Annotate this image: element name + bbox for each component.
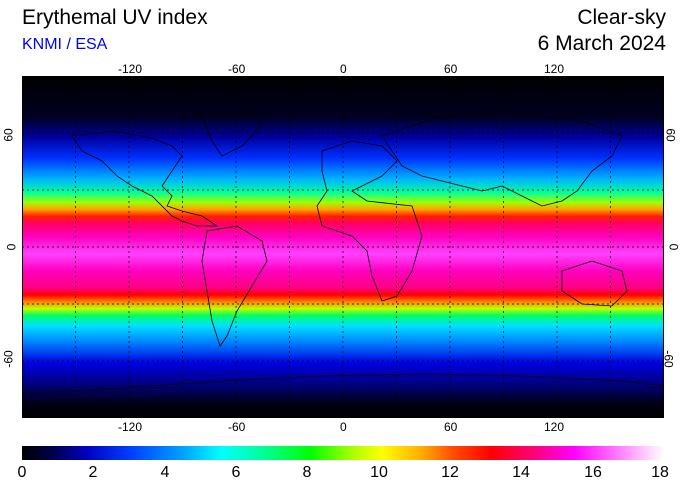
map-frame [22, 76, 664, 418]
europe-africa-coast [316, 140, 423, 302]
uv-index-map [21, 76, 665, 418]
lon-tick-bottom-120: 120 [544, 420, 565, 434]
colorbar-tick-0: 0 [17, 464, 27, 481]
colorbar-tick-6: 6 [231, 464, 241, 481]
colorbar-tick-2: 2 [88, 464, 98, 481]
colorbar-tick-14: 14 [512, 464, 530, 481]
colorbar-tick-8: 8 [302, 464, 312, 481]
greenland-coast [201, 110, 263, 157]
lat-tick-right-60: 60 [663, 128, 678, 142]
lon-tick-top-minus60: -60 [228, 62, 246, 76]
lat-tick-left-60: 60 [1, 128, 16, 142]
date-label: 6 March 2024 [537, 32, 666, 55]
lon-tick-top-minus120: -120 [118, 62, 143, 76]
lon-tick-bottom-minus60: -60 [228, 420, 246, 434]
north-america-coast [71, 130, 219, 227]
south-america-coast [201, 225, 268, 347]
lon-tick-bottom-60: 60 [444, 420, 458, 434]
coastlines [21, 110, 665, 395]
colorbar-tick-12: 12 [441, 464, 459, 481]
antarctica-coast [21, 373, 665, 395]
colorbar-tick-18: 18 [651, 464, 669, 481]
lat-tick-left-minus60: -60 [1, 350, 16, 368]
lon-tick-top-60: 60 [444, 62, 458, 76]
australia-coast [561, 260, 628, 307]
lon-tick-bottom-minus120: -120 [118, 420, 143, 434]
lon-tick-bottom-0: 0 [340, 420, 347, 434]
asia-coast [381, 110, 623, 207]
data-source-label: KNMI / ESA [22, 36, 108, 53]
lat-tick-left-0: 0 [4, 243, 19, 251]
map-title: Erythemal UV index [22, 6, 208, 29]
graticule [22, 76, 664, 418]
lon-tick-top-0: 0 [340, 62, 347, 76]
colorbar-tick-4: 4 [160, 464, 170, 481]
colorbar-tick-16: 16 [584, 464, 602, 481]
sky-condition-label: Clear-sky [577, 6, 666, 29]
lon-tick-top-120: 120 [544, 62, 565, 76]
lat-tick-right-0: 0 [666, 243, 681, 251]
uv-color-scale [22, 446, 664, 460]
uv-index-map-svg [21, 76, 665, 418]
colorbar-tick-10: 10 [370, 464, 388, 481]
